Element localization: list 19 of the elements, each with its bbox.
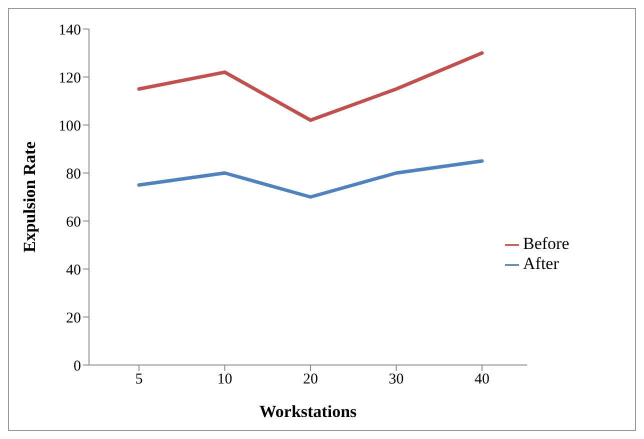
y-tick-label: 40 — [66, 262, 81, 278]
x-tick-label: 10 — [217, 372, 232, 388]
y-tick-label: 60 — [66, 214, 81, 230]
y-tick-label: 120 — [58, 70, 81, 86]
x-tick-label: 5 — [135, 372, 143, 388]
y-tick-label: 0 — [74, 358, 81, 374]
line-series — [137, 51, 484, 122]
legend-label: Before — [523, 234, 570, 253]
y-tick-label: 20 — [66, 310, 81, 326]
legend-label: After — [523, 254, 559, 273]
y-tick-label: 80 — [66, 166, 81, 182]
x-tick-label: 20 — [303, 372, 318, 388]
line-series — [137, 159, 484, 199]
y-axis-title: Expulsion Rate — [20, 141, 40, 252]
y-tick-label: 100 — [58, 118, 81, 134]
x-axis-title: Workstations — [259, 402, 358, 422]
x-tick-label: 30 — [388, 372, 404, 388]
y-tick-label: 140 — [58, 22, 81, 38]
x-tick-label: 40 — [474, 372, 490, 388]
